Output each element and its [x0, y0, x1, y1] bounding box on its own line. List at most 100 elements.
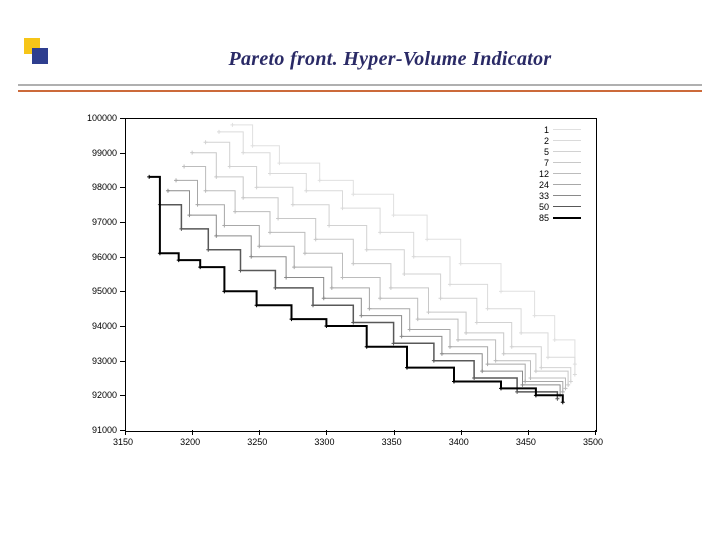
marker — [546, 355, 550, 359]
marker — [464, 331, 468, 335]
marker — [389, 286, 393, 290]
legend-swatch — [553, 151, 581, 152]
marker — [233, 210, 237, 214]
legend-label: 2 — [533, 136, 549, 146]
marker — [196, 203, 200, 207]
marker — [241, 196, 245, 200]
marker — [222, 223, 226, 227]
slide-title: Pareto front. Hyper-Volume Indicator — [228, 48, 551, 70]
legend-swatch — [553, 140, 581, 141]
marker — [311, 303, 315, 307]
marker — [539, 366, 543, 370]
legend-row: 1 — [533, 124, 581, 135]
legend-label: 33 — [533, 191, 549, 201]
legend-row: 5 — [533, 146, 581, 157]
marker — [533, 314, 537, 318]
marker — [179, 227, 183, 231]
marker — [425, 237, 429, 241]
marker — [440, 352, 444, 356]
divider-grey — [18, 84, 702, 86]
marker — [158, 251, 162, 255]
marker — [459, 262, 463, 266]
marker — [318, 178, 322, 182]
marker — [222, 289, 226, 293]
marker — [255, 185, 259, 189]
divider-red — [18, 90, 702, 92]
marker — [351, 262, 355, 266]
marker — [190, 151, 194, 155]
marker — [569, 379, 573, 383]
marker — [553, 338, 557, 342]
marker — [555, 397, 559, 401]
series-layer — [70, 110, 610, 460]
legend-label: 12 — [533, 169, 549, 179]
marker — [290, 317, 294, 321]
legend: 12571224335085 — [533, 124, 581, 223]
marker — [230, 123, 234, 127]
title-container: Pareto front. Hyper-Volume Indicator — [120, 48, 660, 71]
marker — [405, 366, 409, 370]
marker — [314, 237, 318, 241]
marker — [510, 345, 514, 349]
marker — [268, 171, 272, 175]
ornament-square-blue — [32, 48, 48, 64]
legend-label: 5 — [533, 147, 549, 157]
marker — [392, 213, 396, 217]
legend-row: 33 — [533, 190, 581, 201]
legend-row: 2 — [533, 135, 581, 146]
marker — [204, 140, 208, 144]
legend-label: 50 — [533, 202, 549, 212]
legend-swatch — [553, 129, 581, 130]
slide-bullet-ornament — [22, 38, 46, 62]
marker — [187, 213, 191, 217]
marker — [174, 178, 178, 182]
marker — [351, 321, 355, 325]
marker — [378, 296, 382, 300]
marker — [182, 165, 186, 169]
page: Pareto front. Hyper-Volume Indicator 315… — [0, 0, 720, 540]
legend-swatch — [553, 217, 581, 219]
marker — [147, 175, 151, 179]
marker — [561, 390, 565, 394]
marker — [166, 189, 170, 193]
marker — [214, 175, 218, 179]
marker — [432, 359, 436, 363]
marker — [452, 379, 456, 383]
marker — [499, 289, 503, 293]
marker — [351, 192, 355, 196]
marker — [400, 334, 404, 338]
marker — [563, 386, 567, 390]
legend-label: 85 — [533, 213, 549, 223]
marker — [515, 390, 519, 394]
legend-label: 7 — [533, 158, 549, 168]
marker — [378, 230, 382, 234]
legend-row: 12 — [533, 168, 581, 179]
marker — [327, 223, 331, 227]
series-2 — [219, 132, 575, 375]
marker — [534, 369, 538, 373]
marker — [502, 352, 506, 356]
marker — [330, 286, 334, 290]
legend-swatch — [553, 162, 581, 163]
series-1 — [232, 125, 575, 364]
marker — [268, 230, 272, 234]
marker — [573, 373, 577, 377]
legend-row: 50 — [533, 201, 581, 212]
marker — [365, 345, 369, 349]
series-5 — [206, 142, 571, 381]
marker — [408, 327, 412, 331]
pareto-chart: 3150320032503300335034003450350091000920… — [70, 110, 610, 460]
legend-row: 7 — [533, 157, 581, 168]
marker — [228, 165, 232, 169]
marker — [255, 303, 259, 307]
legend-swatch — [553, 173, 581, 174]
marker — [206, 248, 210, 252]
series-12 — [184, 167, 565, 389]
series-7 — [192, 153, 568, 385]
marker — [217, 130, 221, 134]
marker — [494, 359, 498, 363]
marker — [416, 317, 420, 321]
marker — [365, 248, 369, 252]
marker — [448, 345, 452, 349]
marker — [566, 383, 570, 387]
